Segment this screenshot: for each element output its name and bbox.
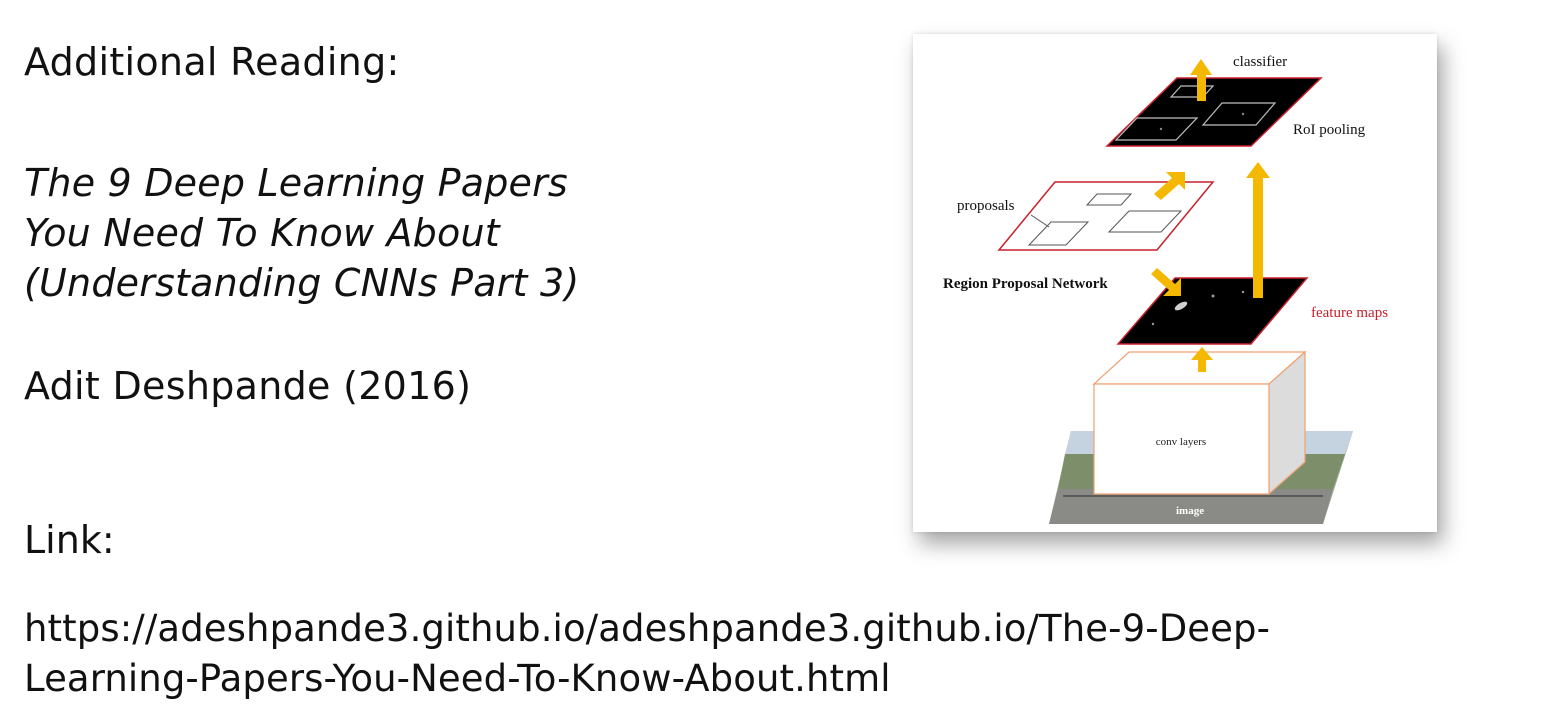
rpn-label: Region Proposal Network — [943, 276, 1108, 292]
slide-heading: Additional Reading: — [24, 40, 400, 84]
arrow-proposals-to-roi-icon — [1154, 172, 1185, 200]
arrow-to-classifier-icon — [1190, 59, 1212, 101]
image-label: image — [1176, 505, 1204, 517]
feature-maps-label: feature maps — [1311, 305, 1388, 321]
proposals-layer: proposals — [957, 181, 1215, 251]
proposals-label: proposals — [957, 198, 1015, 214]
roi-pooling-layer: RoI pooling — [1105, 77, 1366, 147]
link-label: Link: — [24, 518, 115, 562]
paper-title-line-2: You Need To Know About — [24, 211, 500, 255]
diagram-canvas: image conv layers feature maps Region Pr… — [943, 54, 1388, 524]
reference-url-line-1[interactable]: https://adeshpande3.github.io/adeshpande… — [24, 607, 1271, 650]
arrow-rpn-to-proposals-icon — [1151, 268, 1181, 296]
reference-url[interactable]: https://adeshpande3.github.io/adeshpande… — [24, 604, 1270, 704]
conv-layers-label: conv layers — [1156, 436, 1206, 448]
arrow-conv-to-features-icon — [1191, 347, 1213, 372]
paper-title-line-1: The 9 Deep Learning Papers — [24, 161, 568, 205]
author-line: Adit Deshpande (2016) — [24, 364, 472, 408]
conv-layers-box: conv layers — [1092, 350, 1307, 496]
faster-rcnn-diagram: image conv layers feature maps Region Pr… — [913, 34, 1437, 532]
arrow-features-to-roi-icon — [1246, 162, 1270, 298]
classifier-label: classifier — [1233, 54, 1287, 70]
paper-title-line-3: (Understanding CNNs Part 3) — [24, 261, 580, 305]
reference-url-line-2[interactable]: Learning-Papers-You-Need-To-Know-About.h… — [24, 657, 891, 700]
paper-title: The 9 Deep Learning Papers You Need To K… — [24, 158, 579, 308]
roi-pooling-label: RoI pooling — [1293, 122, 1366, 138]
